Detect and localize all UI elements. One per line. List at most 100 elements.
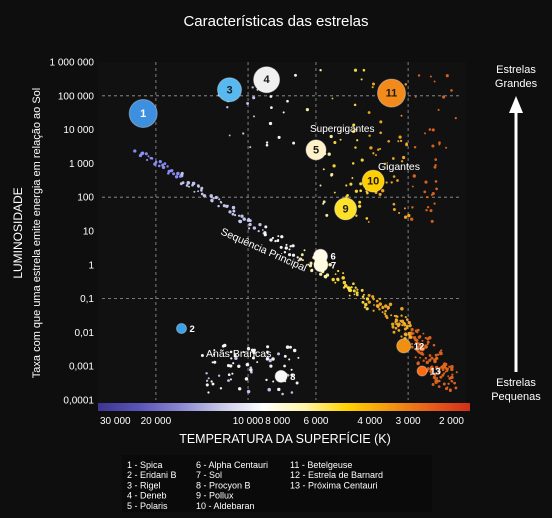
star-dot: [354, 69, 357, 72]
x-tick-label: 8 000: [265, 416, 290, 427]
star-dot: [330, 135, 333, 138]
star-dot: [425, 209, 427, 211]
star-dot: [253, 115, 255, 117]
star-dot: [368, 294, 371, 297]
star-dot: [417, 361, 419, 363]
named-star-1: 1: [129, 100, 157, 128]
star-dot: [281, 235, 283, 237]
star-dot: [428, 336, 432, 340]
star-dot: [291, 369, 293, 371]
star-dot: [408, 334, 410, 336]
legend-entry: 3 - Rigel: [127, 480, 161, 490]
star-dot: [187, 181, 191, 185]
star-dot: [139, 154, 142, 157]
star-dot: [278, 136, 281, 139]
star-dot: [240, 215, 243, 218]
star-dot: [323, 168, 325, 170]
star-dot: [205, 372, 207, 374]
star-dot: [427, 341, 430, 344]
star-dot: [375, 154, 377, 156]
star-dot: [349, 289, 352, 292]
star-dot: [223, 204, 226, 207]
named-star-number: 9: [343, 203, 349, 215]
star-dot: [320, 185, 322, 187]
star-dot: [410, 332, 413, 335]
star-dot: [179, 175, 182, 178]
star-dot: [286, 100, 289, 103]
star-dot: [405, 316, 407, 318]
legend-entry: 7 - Sol: [196, 470, 222, 480]
star-dot: [393, 175, 396, 178]
star-dot: [402, 156, 405, 159]
star-dot: [283, 365, 286, 368]
star-dot: [391, 181, 393, 183]
star-dot: [426, 196, 428, 198]
star-dot: [201, 354, 204, 357]
star-dot: [387, 140, 390, 143]
star-dot: [379, 298, 381, 300]
star-dot: [310, 269, 313, 272]
star-dot: [220, 201, 222, 203]
star-dot: [239, 220, 243, 224]
star-dot: [269, 365, 272, 368]
star-dot: [368, 111, 371, 114]
star-dot: [372, 152, 374, 154]
star-dot: [394, 315, 396, 317]
star-dot: [373, 304, 375, 306]
legend-entry: 9 - Pollux: [196, 491, 234, 501]
size-arrow-bottom-line1: Estrelas: [496, 377, 536, 389]
star-dot: [288, 358, 290, 360]
star-dot: [379, 193, 382, 196]
star-dot: [277, 235, 279, 237]
star-dot: [237, 365, 240, 368]
star-dot: [422, 333, 424, 335]
star-dot: [355, 215, 357, 217]
star-dot: [266, 144, 269, 147]
star-dot: [270, 95, 273, 98]
star-dot: [389, 303, 392, 306]
star-dot: [361, 289, 364, 292]
star-dot: [384, 310, 387, 313]
star-dot: [343, 281, 346, 284]
star-dot: [258, 223, 261, 226]
star-dot: [208, 377, 210, 379]
star-dot: [427, 206, 429, 208]
star-dot: [412, 186, 414, 188]
star-dot: [292, 142, 295, 145]
star-dot: [438, 385, 441, 388]
named-star-9: 9: [335, 198, 357, 220]
star-dot: [400, 140, 402, 142]
chart-title: Características das estrelas: [183, 13, 368, 30]
legend-entry: 5 - Polaris: [127, 501, 168, 511]
star-dot: [180, 182, 183, 185]
y-tick-label: 100 000: [58, 91, 95, 102]
star-dot: [447, 383, 449, 385]
named-star-number: 4: [264, 74, 271, 86]
size-arrow-bottom-line2: Pequenas: [491, 391, 541, 403]
star-dot: [398, 323, 401, 326]
star-dot: [249, 366, 252, 369]
star-dot: [272, 237, 274, 239]
star-dot: [432, 128, 435, 131]
size-arrow-head-icon: [509, 96, 523, 113]
star-dot: [431, 220, 434, 223]
star-dot: [304, 249, 306, 251]
star-dot: [393, 331, 396, 334]
size-arrow: Estrelas Grandes Estrelas Pequenas: [491, 64, 541, 403]
star-dot: [248, 223, 251, 226]
star-dot: [354, 104, 357, 107]
star-dot: [435, 180, 438, 183]
star-dot: [356, 289, 358, 291]
star-dot: [350, 286, 352, 288]
star-dot: [352, 162, 355, 165]
star-dot: [340, 139, 342, 141]
star-dot: [292, 244, 295, 247]
star-dot: [212, 197, 214, 199]
star-dot: [397, 140, 399, 142]
x-tick-label: 3 000: [396, 416, 421, 427]
star-dot: [359, 182, 362, 185]
star-dot: [232, 362, 234, 364]
star-dot: [146, 159, 148, 161]
star-dot: [366, 307, 369, 310]
star-dot: [319, 273, 322, 276]
